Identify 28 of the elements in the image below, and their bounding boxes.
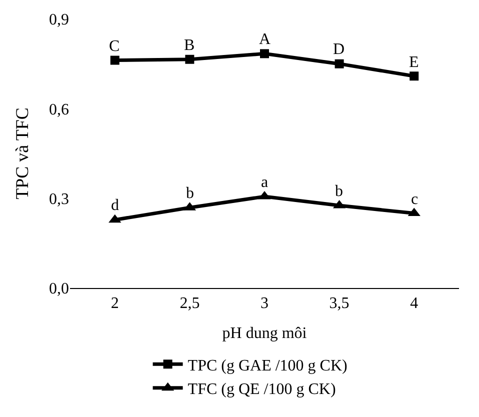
x-tick-label: 2: [110, 295, 119, 312]
point: [110, 56, 120, 65]
annotation: a: [261, 174, 268, 191]
legend-label: TPC (g GAE /100 g CK): [188, 357, 348, 374]
point: [410, 72, 419, 81]
annotation: c: [411, 191, 418, 208]
legend-label: TFC (g QE /100 g CK): [188, 381, 336, 398]
y-axis-title: TPC và TFC: [12, 108, 32, 200]
annotation: b: [335, 183, 343, 200]
y-tick-label: 0,3: [49, 190, 69, 208]
x-tick-label: 3,5: [329, 295, 350, 312]
x-axis-title: pH dung môi: [222, 324, 308, 342]
annotation: E: [409, 54, 419, 71]
annotation: d: [111, 197, 119, 214]
x-tick-label: 3: [260, 295, 268, 312]
y-tick-label: 0,6: [49, 101, 69, 118]
x-tick-label: 4: [410, 295, 418, 312]
point: [260, 49, 269, 58]
point: [185, 54, 194, 64]
x-tick-label: 2,5: [180, 295, 200, 312]
y-tick-label: 0,0: [49, 280, 69, 298]
annotation: D: [333, 41, 345, 58]
annotation: b: [186, 185, 194, 202]
y-tick-label: 0,9: [49, 12, 69, 29]
annotation: B: [184, 37, 195, 54]
annotation: C: [109, 38, 120, 55]
annotation: A: [259, 31, 271, 48]
point: [334, 59, 344, 68]
